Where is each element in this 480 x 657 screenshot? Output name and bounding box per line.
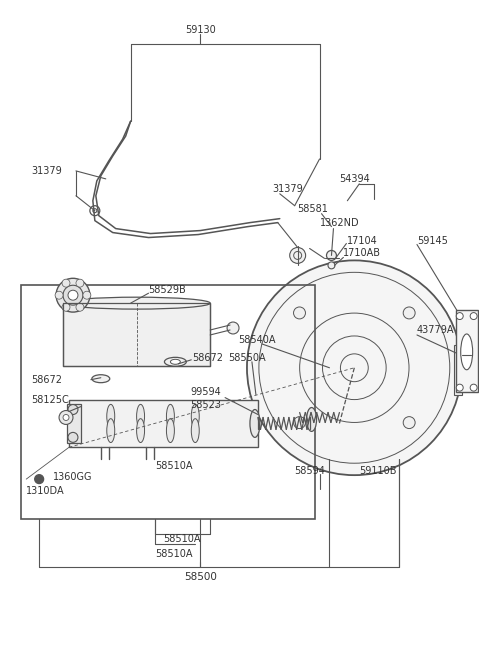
Text: 58500: 58500 — [184, 572, 216, 581]
Circle shape — [294, 252, 301, 260]
Ellipse shape — [107, 419, 115, 443]
Circle shape — [247, 260, 462, 475]
Text: 58529B: 58529B — [148, 285, 186, 295]
Circle shape — [456, 384, 463, 391]
Circle shape — [62, 304, 70, 311]
Polygon shape — [63, 303, 210, 366]
Circle shape — [59, 411, 73, 424]
Text: 59110B: 59110B — [360, 466, 397, 476]
Bar — [69, 399, 258, 447]
Bar — [21, 285, 314, 519]
Circle shape — [63, 415, 69, 420]
Ellipse shape — [250, 409, 260, 438]
Bar — [456, 310, 478, 392]
Text: 59145: 59145 — [417, 235, 448, 246]
Polygon shape — [67, 403, 81, 443]
Ellipse shape — [107, 404, 115, 428]
Circle shape — [56, 279, 90, 312]
Ellipse shape — [170, 359, 180, 364]
Ellipse shape — [192, 419, 199, 443]
Text: 58510A: 58510A — [164, 533, 201, 544]
Ellipse shape — [192, 404, 199, 428]
Circle shape — [76, 304, 84, 311]
Circle shape — [63, 285, 83, 305]
Text: 58540A: 58540A — [238, 335, 276, 345]
Text: 59130: 59130 — [185, 25, 216, 35]
Ellipse shape — [92, 374, 110, 382]
Text: 1362ND: 1362ND — [320, 217, 359, 227]
Ellipse shape — [167, 419, 174, 443]
Circle shape — [470, 313, 477, 319]
Ellipse shape — [165, 357, 186, 367]
Circle shape — [55, 291, 63, 299]
Circle shape — [76, 279, 84, 287]
Circle shape — [90, 206, 100, 215]
Text: 58581: 58581 — [298, 204, 328, 214]
Text: 1310DA: 1310DA — [26, 486, 65, 496]
Circle shape — [294, 417, 305, 428]
Circle shape — [328, 262, 335, 269]
Circle shape — [326, 250, 336, 260]
Text: 58510A: 58510A — [156, 461, 193, 471]
Bar — [454, 345, 462, 395]
Circle shape — [470, 384, 477, 391]
Ellipse shape — [137, 419, 144, 443]
Text: 31379: 31379 — [272, 184, 302, 194]
Ellipse shape — [137, 404, 144, 428]
Circle shape — [456, 313, 463, 319]
Circle shape — [403, 307, 415, 319]
Circle shape — [294, 307, 305, 319]
Text: 31379: 31379 — [31, 166, 62, 176]
Text: 58523: 58523 — [190, 399, 221, 409]
Circle shape — [62, 279, 70, 287]
Text: 43779A: 43779A — [417, 325, 455, 335]
Circle shape — [290, 248, 306, 263]
Text: 54394: 54394 — [339, 174, 370, 184]
Circle shape — [68, 432, 78, 442]
Text: 1710AB: 1710AB — [343, 248, 382, 258]
Text: 58125C: 58125C — [31, 395, 69, 405]
Circle shape — [403, 417, 415, 428]
Circle shape — [35, 474, 44, 484]
Text: 58594: 58594 — [295, 466, 325, 476]
Circle shape — [93, 209, 97, 213]
Ellipse shape — [461, 334, 473, 370]
Circle shape — [83, 291, 91, 299]
Ellipse shape — [167, 404, 174, 428]
Text: 99594: 99594 — [190, 386, 221, 397]
Text: 1360GG: 1360GG — [53, 472, 93, 482]
Ellipse shape — [63, 297, 210, 309]
Text: 58672: 58672 — [192, 353, 223, 363]
Ellipse shape — [307, 407, 316, 432]
Circle shape — [68, 290, 78, 300]
Text: 17104: 17104 — [348, 235, 378, 246]
Text: 58550A: 58550A — [228, 353, 266, 363]
Circle shape — [68, 405, 78, 415]
Text: 58510A: 58510A — [156, 549, 193, 558]
Text: 58672: 58672 — [31, 374, 62, 385]
Circle shape — [227, 322, 239, 334]
